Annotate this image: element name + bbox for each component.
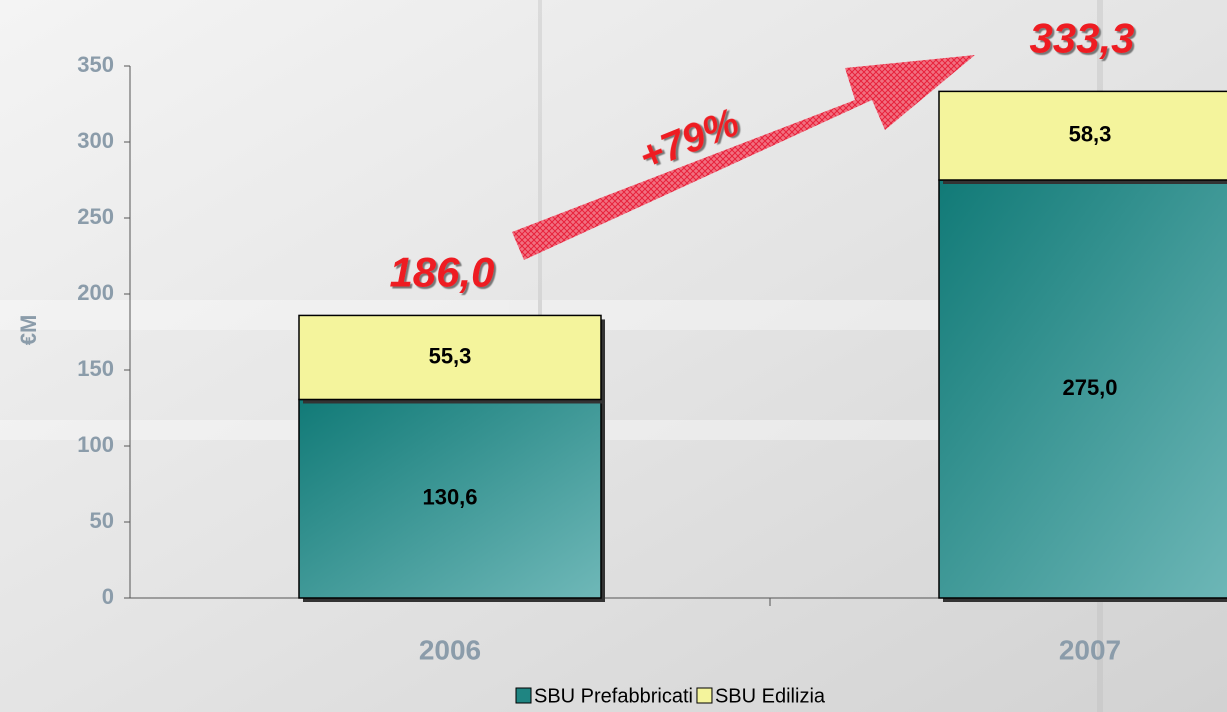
y-tick-label: 300 (77, 128, 114, 153)
chart: +79% €M 0501001502002503003502006130,655… (0, 0, 1227, 712)
x-tick-label: 2006 (419, 634, 481, 665)
x-tick-label: 2007 (1059, 634, 1121, 665)
data-label: 130,6 (422, 485, 477, 510)
y-axis-title: €M (16, 315, 41, 346)
legend-swatch (697, 688, 712, 703)
y-tick-label: 100 (77, 432, 114, 457)
y-tick-label: 0 (102, 584, 114, 609)
legend-label: SBU Prefabbricati (534, 685, 693, 707)
y-tick-label: 250 (77, 204, 114, 229)
data-label: 55,3 (429, 343, 472, 368)
y-tick-label: 350 (77, 52, 114, 77)
data-label: 58,3 (1069, 122, 1112, 147)
total-label: 333,3 (1029, 14, 1134, 61)
legend-label: SBU Edilizia (715, 685, 826, 707)
total-label: 186,0 (389, 248, 494, 295)
y-tick-label: 50 (90, 508, 114, 533)
y-tick-label: 200 (77, 280, 114, 305)
data-label: 275,0 (1062, 375, 1117, 400)
legend-swatch (516, 688, 531, 703)
y-tick-label: 150 (77, 356, 114, 381)
